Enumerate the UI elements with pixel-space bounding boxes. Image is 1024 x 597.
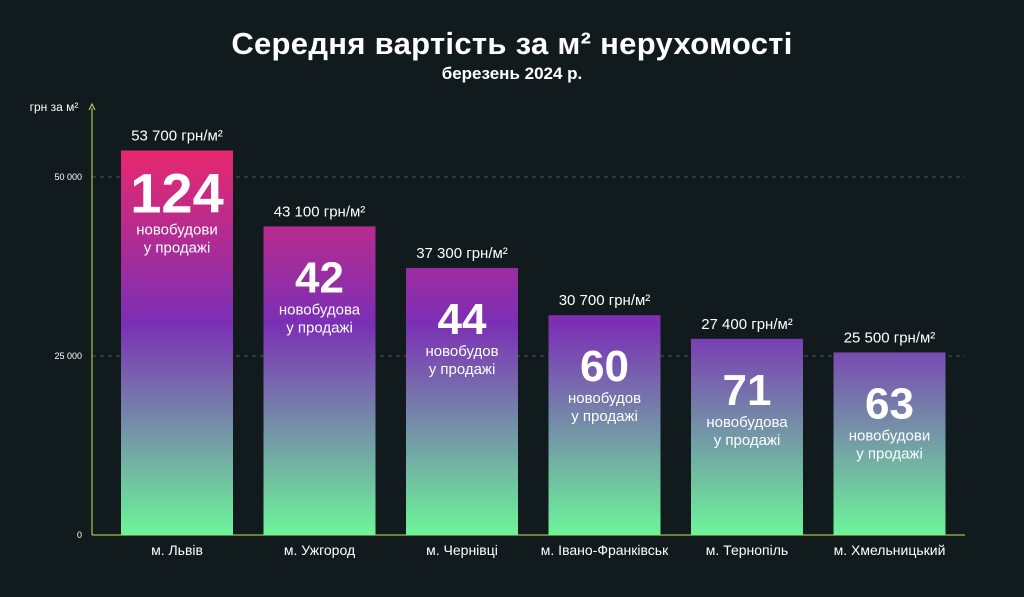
bar-value-label: 27 400 грн/м² [701, 316, 793, 333]
bar-value-label: 37 300 грн/м² [416, 245, 508, 262]
bar [263, 226, 376, 536]
on-sale-label: у продажі [286, 319, 353, 336]
y-axis-unit-label: грн за м² [30, 100, 79, 114]
new-buildings-count: 44 [438, 295, 487, 344]
new-buildings-label: новобудова [279, 301, 361, 318]
y-axis-arrow-icon [88, 102, 96, 111]
category-label: м. Львів [151, 542, 203, 558]
on-sale-label: у продажі [429, 361, 496, 378]
new-buildings-label: новобудов [568, 390, 641, 407]
on-sale-label: у продажі [714, 432, 781, 449]
bar-value-label: 43 100 грн/м² [274, 203, 366, 220]
category-label: м. Чернівці [426, 542, 498, 558]
bar [406, 267, 518, 535]
y-tick-label: 50 000 [54, 172, 82, 182]
new-buildings-count: 63 [865, 379, 914, 428]
on-sale-label: у продажі [856, 445, 923, 462]
bar [548, 315, 661, 535]
category-label: м. Ужгород [284, 542, 355, 558]
new-buildings-label: новобудова [706, 414, 788, 431]
chart-title: Середня вартість за м² нерухомості [231, 26, 793, 61]
y-tick-label: 25 000 [54, 351, 82, 361]
category-label: м. Хмельницький [834, 542, 946, 558]
bar-value-label: 25 500 грн/м² [844, 329, 936, 346]
bar-value-label: 53 700 грн/м² [131, 128, 223, 145]
bar-value-label: 30 700 грн/м² [559, 292, 651, 309]
chart-subtitle: березень 2024 р. [441, 64, 583, 83]
new-buildings-count: 60 [580, 342, 629, 391]
new-buildings-label: новобудови [136, 222, 217, 239]
new-buildings-count: 71 [723, 366, 772, 415]
category-label: м. Тернопіль [706, 542, 788, 558]
bar [121, 150, 233, 535]
bar [691, 338, 803, 535]
new-buildings-count: 42 [295, 253, 344, 302]
new-buildings-count: 124 [130, 162, 223, 225]
new-buildings-label: новобудови [849, 427, 930, 444]
on-sale-label: у продажі [144, 240, 211, 257]
y-tick-label: 0 [77, 530, 82, 540]
on-sale-label: у продажі [571, 408, 638, 425]
category-label: м. Івано-Франківськ [541, 542, 669, 558]
new-buildings-label: новобудов [425, 343, 498, 360]
bar [833, 352, 946, 535]
